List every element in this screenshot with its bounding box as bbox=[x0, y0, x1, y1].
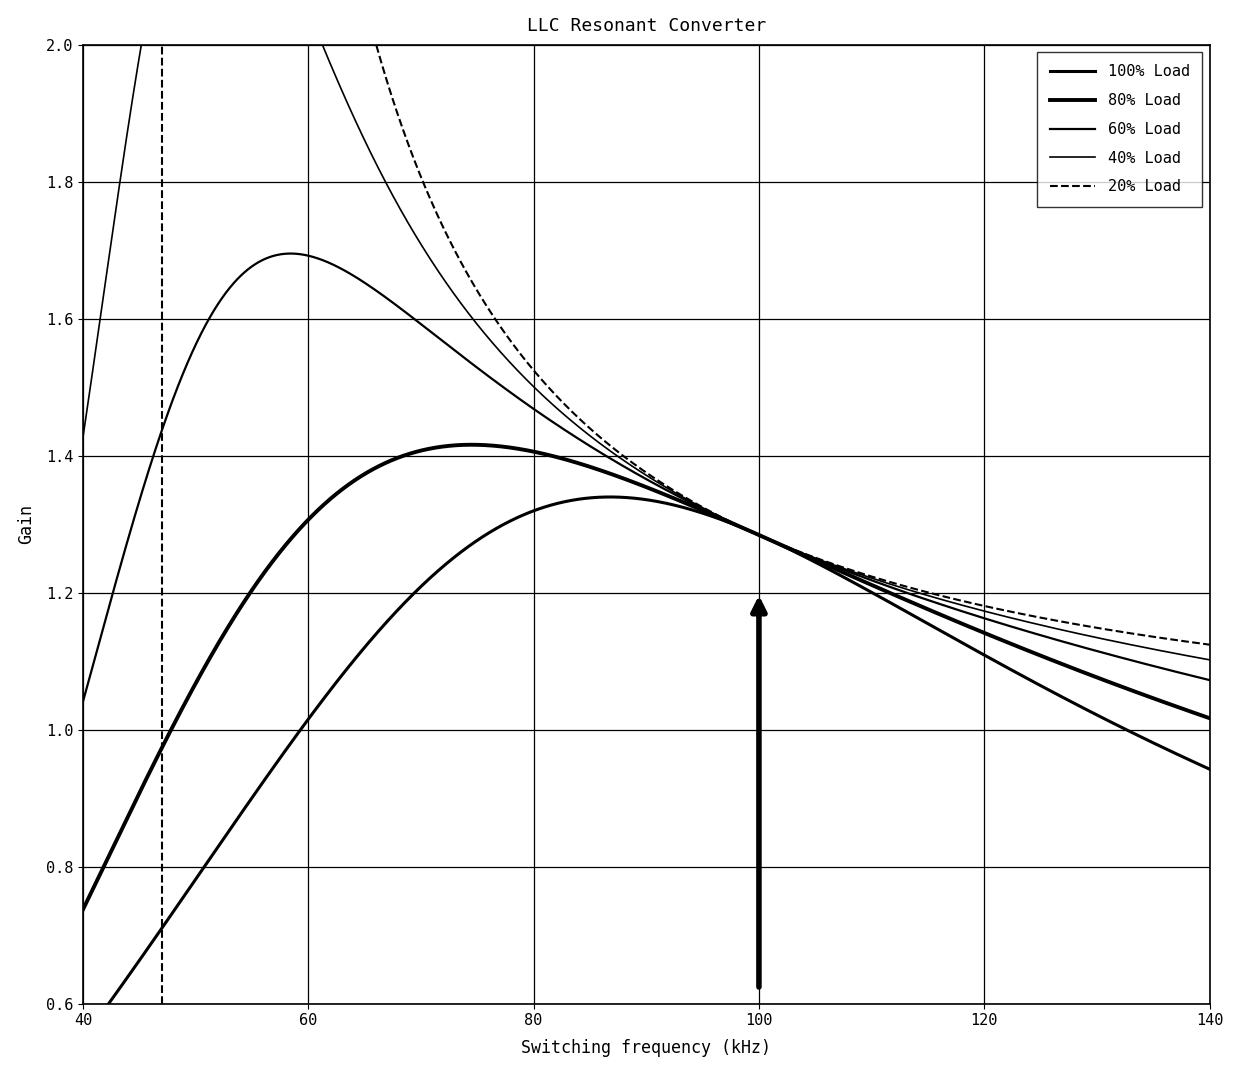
X-axis label: Switching frequency (kHz): Switching frequency (kHz) bbox=[521, 1040, 771, 1057]
Legend: 100% Load, 80% Load, 60% Load, 40% Load, 20% Load: 100% Load, 80% Load, 60% Load, 40% Load,… bbox=[1038, 53, 1202, 206]
Y-axis label: Gain: Gain bbox=[16, 504, 35, 545]
Title: LLC Resonant Converter: LLC Resonant Converter bbox=[527, 17, 766, 34]
